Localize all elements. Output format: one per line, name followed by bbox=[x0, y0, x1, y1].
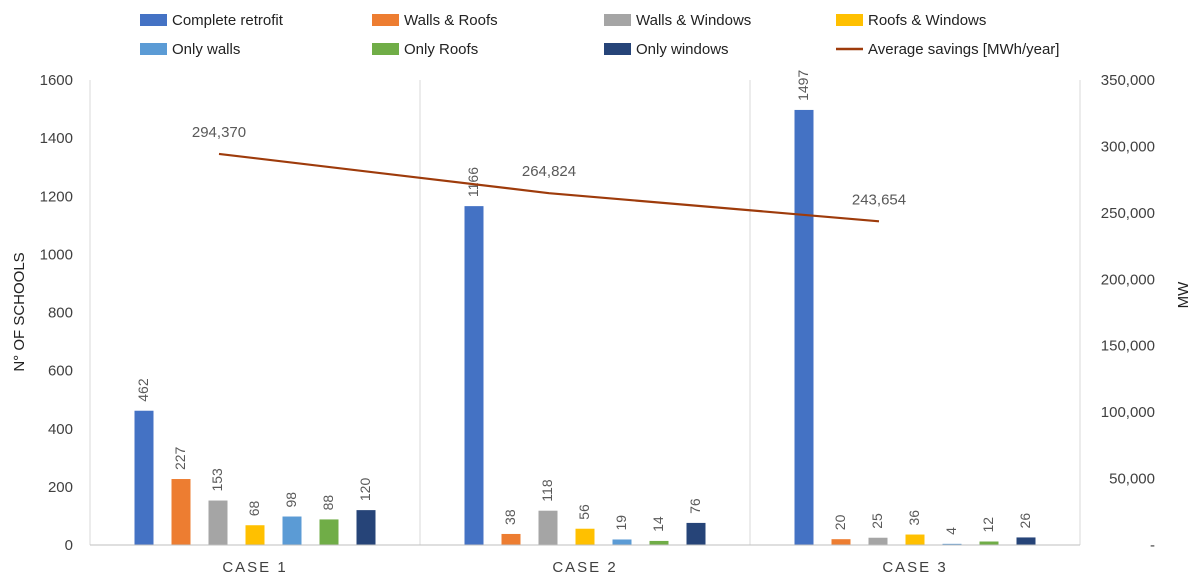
bar bbox=[575, 528, 595, 545]
left-tick-label: 1400 bbox=[40, 130, 73, 147]
legend-swatch bbox=[836, 14, 863, 26]
y-axis-title-right: MW bbox=[1175, 281, 1192, 308]
bar bbox=[319, 519, 339, 545]
bar bbox=[979, 541, 999, 545]
right-tick-label: 50,000 bbox=[1109, 471, 1155, 488]
legend-label: Walls & Roofs bbox=[404, 12, 498, 29]
bar-value-label: 14 bbox=[650, 516, 666, 532]
bar-value-label: 153 bbox=[209, 468, 225, 492]
right-tick-label: 200,000 bbox=[1101, 271, 1155, 288]
left-tick-label: 1600 bbox=[40, 72, 73, 89]
bar-data-labels: 462 227 153 68 98 88 120 1166 38 118 56 19 14 76 1497 2… bbox=[135, 70, 1033, 535]
bar bbox=[1016, 537, 1036, 545]
bar bbox=[171, 479, 191, 545]
bar bbox=[831, 539, 851, 545]
bar-value-label: 38 bbox=[502, 509, 518, 525]
legend-swatch bbox=[372, 14, 399, 26]
category-labels: CASE 1 CASE 2 CASE 3 bbox=[222, 559, 947, 576]
bar-value-label: 1497 bbox=[795, 70, 811, 101]
bar-value-label: 20 bbox=[832, 514, 848, 530]
bar bbox=[686, 522, 706, 545]
bar-value-label: 68 bbox=[246, 500, 262, 516]
legend-label: Only windows bbox=[636, 41, 729, 58]
bar-value-label: 120 bbox=[357, 478, 373, 502]
bar bbox=[134, 410, 154, 545]
legend-swatch bbox=[140, 43, 167, 55]
bar bbox=[905, 534, 925, 545]
right-tick-label: 100,000 bbox=[1101, 404, 1155, 421]
bars bbox=[134, 109, 1036, 545]
bar-value-label: 19 bbox=[613, 515, 629, 531]
right-axis-ticks: - 50,000 100,000 150,000 200,000 250,000 300,0… bbox=[1101, 72, 1155, 554]
legend-label: Complete retrofit bbox=[172, 12, 284, 29]
bar-value-label: 4 bbox=[943, 527, 959, 535]
bar-value-label: 98 bbox=[283, 492, 299, 508]
bar-value-label: 12 bbox=[980, 517, 996, 533]
bar bbox=[538, 510, 558, 545]
legend: Complete retrofit Walls & Roofs Walls & Wi… bbox=[140, 12, 1059, 58]
right-tick-label: 350,000 bbox=[1101, 72, 1155, 89]
bar bbox=[464, 206, 484, 545]
right-tick-label: - bbox=[1150, 537, 1155, 554]
legend-swatch bbox=[372, 43, 399, 55]
bar bbox=[612, 539, 632, 545]
bar bbox=[245, 525, 265, 545]
legend-label: Only walls bbox=[172, 41, 240, 58]
left-tick-label: 1000 bbox=[40, 246, 73, 263]
bar-value-label: 36 bbox=[906, 510, 922, 526]
bar bbox=[649, 540, 669, 545]
legend-label: Only Roofs bbox=[404, 41, 478, 58]
y-axis-title-left: N° OF SCHOOLS bbox=[11, 252, 28, 371]
bar-value-label: 1166 bbox=[465, 167, 481, 197]
left-tick-label: 400 bbox=[48, 421, 73, 438]
right-tick-label: 150,000 bbox=[1101, 338, 1155, 355]
bar-value-label: 118 bbox=[539, 479, 555, 502]
category-label: CASE 2 bbox=[552, 559, 617, 576]
savings-polyline bbox=[218, 152, 880, 223]
bar-value-label: 227 bbox=[172, 446, 188, 470]
bar-value-label: 88 bbox=[320, 495, 336, 511]
right-tick-label: 300,000 bbox=[1101, 138, 1155, 155]
bar bbox=[794, 109, 814, 545]
legend-swatch bbox=[604, 43, 631, 55]
savings-value-label: 243,654 bbox=[852, 191, 906, 208]
legend-label: Roofs & Windows bbox=[868, 12, 986, 29]
bar bbox=[282, 516, 302, 545]
bar-value-label: 56 bbox=[576, 504, 592, 520]
legend-label: Average savings [MWh/year] bbox=[868, 41, 1059, 58]
savings-line: 294,370 264,824 243,654 bbox=[192, 124, 906, 223]
savings-value-label: 264,824 bbox=[522, 163, 576, 180]
category-label: CASE 3 bbox=[882, 559, 947, 576]
category-label: CASE 1 bbox=[222, 559, 287, 576]
left-tick-label: 200 bbox=[48, 479, 73, 496]
bar-value-label: 462 bbox=[135, 378, 151, 402]
bar bbox=[208, 500, 228, 545]
bar bbox=[501, 533, 521, 545]
bar bbox=[868, 537, 888, 545]
legend-label: Walls & Windows bbox=[636, 12, 751, 29]
bar-value-label: 25 bbox=[869, 513, 885, 529]
bar-value-label: 26 bbox=[1017, 513, 1033, 529]
left-tick-label: 800 bbox=[48, 305, 73, 322]
left-axis-ticks: 0 200 400 600 800 1000 1200 1400 1600 bbox=[40, 72, 73, 554]
left-tick-label: 1200 bbox=[40, 188, 73, 205]
right-tick-label: 250,000 bbox=[1101, 205, 1155, 222]
bar-value-label: 76 bbox=[687, 498, 703, 514]
savings-value-label: 294,370 bbox=[192, 124, 246, 141]
left-tick-label: 600 bbox=[48, 363, 73, 380]
legend-swatch bbox=[140, 14, 167, 26]
category-separators bbox=[89, 80, 1081, 545]
bar bbox=[356, 510, 376, 545]
bar bbox=[942, 543, 962, 545]
left-tick-label: 0 bbox=[65, 537, 73, 554]
legend-swatch bbox=[604, 14, 631, 26]
